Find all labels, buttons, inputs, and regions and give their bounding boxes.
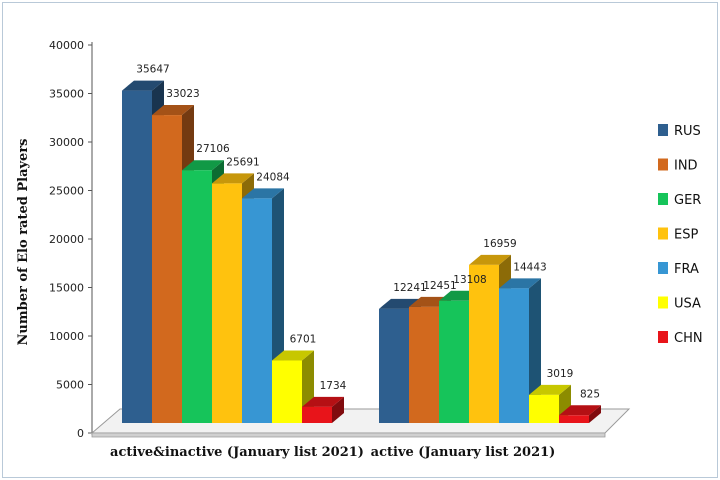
bar-top — [152, 105, 194, 116]
legend-item-rus: RUS — [658, 124, 701, 139]
legend-label: USA — [674, 297, 701, 312]
y-tick-label: 40000 — [49, 39, 84, 52]
legend-item-fra: FRA — [658, 262, 699, 277]
y-axis-label: Number of Elo rated Players — [16, 139, 31, 346]
bar-top — [242, 188, 284, 199]
bar-fra-group-2 — [499, 278, 541, 423]
bar-top — [559, 405, 601, 416]
category-label: active (January list 2021) — [371, 445, 556, 460]
bar-side — [529, 278, 541, 423]
bar-front — [559, 415, 589, 423]
bar-front — [212, 183, 242, 423]
bar-front — [152, 115, 182, 424]
data-label: 13108 — [453, 274, 486, 286]
floor-edge — [91, 432, 606, 438]
bar-top — [529, 384, 571, 395]
y-tick-label: 0 — [77, 427, 84, 440]
bar-front — [469, 264, 499, 423]
legend-item-esp: ESP — [658, 227, 698, 243]
bar-top — [122, 80, 164, 91]
bar-usa-group-1 — [272, 350, 314, 423]
bar-side — [589, 405, 601, 423]
legend-swatch — [658, 158, 668, 171]
y-tick-label: 25000 — [49, 185, 84, 198]
bar-front — [272, 360, 302, 423]
data-label: 12241 — [393, 282, 426, 294]
bar-top — [469, 254, 511, 265]
data-label: 25691 — [226, 156, 259, 168]
legend: RUS IND GER ESP FRA USA CHN — [658, 124, 703, 346]
y-tick-label: 15000 — [49, 282, 84, 295]
legend-label: ESP — [674, 228, 698, 243]
bar-front — [242, 198, 272, 423]
legend-item-ger: GER — [658, 193, 701, 208]
y-axis: 0 5000 10000 15000 20000 25000 30000 35000 40000 — [49, 39, 93, 440]
legend-item-chn: CHN — [658, 331, 703, 346]
y-tick-label: 35000 — [49, 88, 84, 101]
legend-label: FRA — [674, 262, 699, 277]
bar-front — [182, 170, 212, 423]
legend-item-usa: USA — [658, 296, 701, 312]
bar-front — [529, 394, 559, 423]
legend-swatch — [658, 124, 668, 136]
bar-side — [332, 396, 344, 423]
data-label: 825 — [580, 388, 600, 400]
data-label: 33023 — [166, 88, 199, 100]
data-label: 35647 — [136, 64, 169, 76]
data-label: 3019 — [547, 368, 574, 380]
legend-swatch — [658, 331, 668, 343]
bar-ger-group-2 — [439, 290, 481, 423]
data-label: 12451 — [423, 280, 456, 292]
bar-front — [499, 288, 529, 423]
legend-label: GER — [674, 193, 701, 208]
bar-front — [122, 90, 152, 423]
bar-top — [182, 160, 224, 171]
data-label: 1734 — [320, 380, 347, 392]
legend-swatch — [658, 262, 668, 274]
category-labels: active&inactive (January list 2021) activ… — [110, 445, 555, 460]
y-tick-label: 20000 — [49, 233, 84, 246]
bar-chn-group-2 — [559, 405, 601, 423]
y-tick-label: 30000 — [49, 136, 84, 149]
legend-label: RUS — [674, 124, 701, 139]
bar-front — [302, 406, 332, 423]
legend-swatch — [658, 296, 668, 309]
bar-front — [409, 306, 439, 423]
data-label: 24084 — [256, 171, 290, 183]
bar-front — [379, 308, 409, 423]
legend-label: IND — [674, 159, 698, 174]
bar-top — [272, 350, 314, 361]
legend-swatch — [658, 227, 668, 240]
bars — [122, 80, 601, 424]
bar-chn-group-1 — [302, 396, 344, 423]
category-label: active&inactive (January list 2021) — [110, 445, 364, 460]
legend-swatch — [658, 193, 668, 205]
bar-top — [212, 173, 254, 184]
y-tick-label: 5000 — [56, 379, 84, 392]
data-label: 27106 — [196, 143, 230, 155]
legend-item-ind: IND — [658, 158, 698, 174]
legend-label: CHN — [674, 331, 703, 346]
bar-top — [302, 396, 344, 407]
bar-top — [499, 278, 541, 289]
bar-front — [439, 300, 469, 423]
data-label: 6701 — [290, 334, 317, 346]
data-label: 14443 — [513, 261, 546, 273]
y-tick-label: 10000 — [49, 330, 84, 343]
data-label: 16959 — [483, 238, 516, 250]
